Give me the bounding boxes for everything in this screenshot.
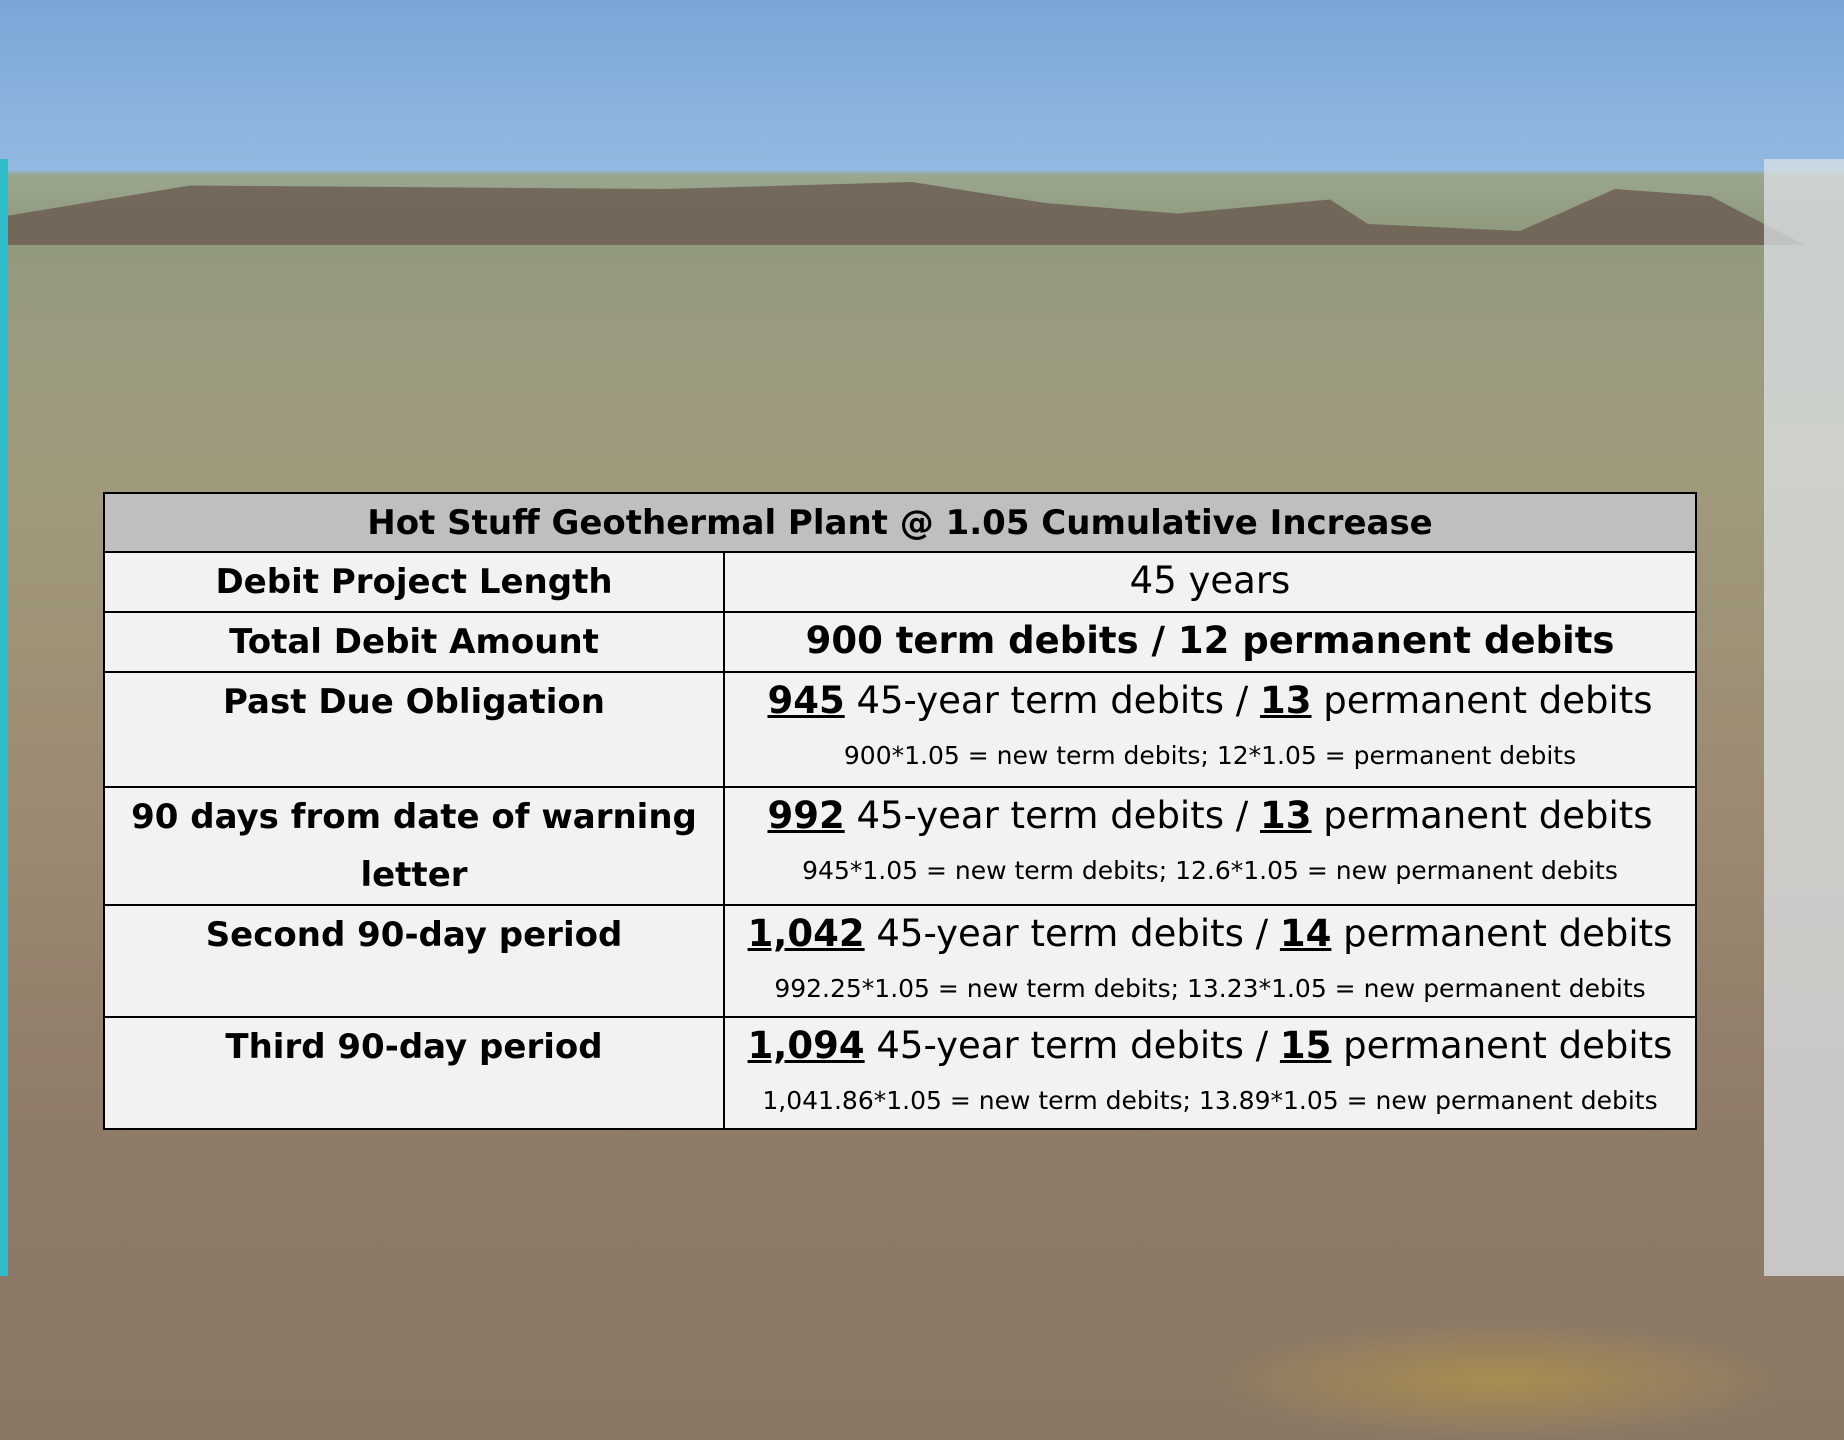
term-debits: 992 <box>767 794 844 837</box>
text: 45-year term debits / <box>856 794 1248 837</box>
term-debits: 1,042 <box>748 912 865 955</box>
row-value: 900 term debits / 12 permanent debits <box>724 612 1696 672</box>
permanent-debits: 14 <box>1280 912 1332 955</box>
text: 45-year term debits / <box>876 912 1268 955</box>
row-value: 1,042 45-year term debits / 14 permanent… <box>724 905 1696 1017</box>
term-debits: 1,094 <box>748 1024 865 1067</box>
text: 45-year term debits / <box>876 1024 1268 1067</box>
formula-note: 945*1.05 = new term debits; 12.6*1.05 = … <box>733 844 1687 898</box>
formula-note: 900*1.05 = new term debits; 12*1.05 = pe… <box>733 729 1687 783</box>
row-value: 945 45-year term debits / 13 permanent d… <box>724 672 1696 787</box>
row-label: 90 days from date of warning letter <box>104 787 724 905</box>
slide: Hot Stuff Geothermal Plant @ 1.05 Cumula… <box>0 0 1844 1440</box>
side-panel <box>1764 159 1844 1276</box>
permanent-debits: 15 <box>1280 1024 1332 1067</box>
row-value: 992 45-year term debits / 13 permanent d… <box>724 787 1696 905</box>
row-value: 45 years <box>724 552 1696 612</box>
row-label: Second 90-day period <box>104 905 724 1017</box>
text: permanent debits <box>1343 1024 1672 1067</box>
row-label: Total Debit Amount <box>104 612 724 672</box>
table-title: Hot Stuff Geothermal Plant @ 1.05 Cumula… <box>104 493 1696 552</box>
term-debits: 945 <box>767 679 844 722</box>
text: permanent debits <box>1323 679 1652 722</box>
row-label: Past Due Obligation <box>104 672 724 787</box>
row-label: Third 90-day period <box>104 1017 724 1129</box>
text: 45-year term debits / <box>856 679 1248 722</box>
row-label: Debit Project Length <box>104 552 724 612</box>
accent-bar <box>0 159 8 1276</box>
permanent-debits: 13 <box>1260 679 1312 722</box>
row-value: 1,094 45-year term debits / 15 permanent… <box>724 1017 1696 1129</box>
text: permanent debits <box>1343 912 1672 955</box>
permanent-debits: 13 <box>1260 794 1312 837</box>
formula-note: 992.25*1.05 = new term debits; 13.23*1.0… <box>733 962 1687 1016</box>
text: permanent debits <box>1323 794 1652 837</box>
formula-note: 1,041.86*1.05 = new term debits; 13.89*1… <box>733 1074 1687 1128</box>
debit-table: Hot Stuff Geothermal Plant @ 1.05 Cumula… <box>103 492 1697 1130</box>
